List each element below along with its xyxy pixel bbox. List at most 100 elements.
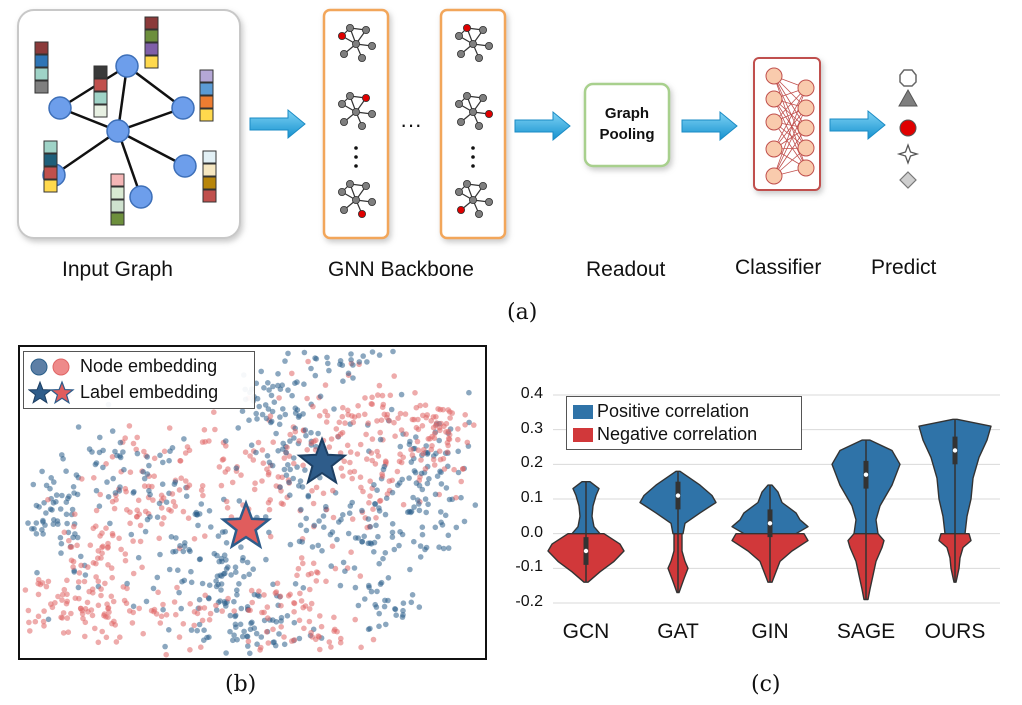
embedding-point: [61, 586, 68, 593]
embedding-point: [262, 402, 269, 408]
embedding-point: [206, 508, 213, 514]
embedding-point: [355, 403, 361, 409]
embedding-point: [406, 475, 412, 481]
classifier: [753, 57, 821, 191]
embedding-point: [316, 518, 322, 524]
embedding-point: [37, 581, 44, 588]
embedding-point: [48, 475, 54, 481]
embedding-point: [345, 530, 352, 537]
embedding-point: [365, 626, 372, 633]
embedding-point: [178, 605, 184, 612]
embedding-point: [244, 559, 251, 566]
embedding-point: [78, 553, 84, 560]
embedding-point: [266, 469, 272, 476]
embedding-point: [45, 578, 52, 585]
embedding-point: [276, 421, 283, 428]
embedding-point: [398, 391, 405, 398]
embedding-point: [389, 534, 396, 540]
classifier-edge: [773, 87, 807, 150]
embedding-point: [199, 617, 206, 624]
embedding-point: [174, 584, 180, 591]
embedding-point: [93, 523, 99, 529]
feature-cell: [144, 55, 159, 69]
embedding-point: [397, 410, 404, 417]
embedding-point: [156, 535, 162, 542]
embedding-point: [274, 580, 281, 587]
embedding-point: [302, 467, 308, 473]
embedding-point: [377, 429, 384, 436]
embedding-point: [355, 602, 362, 609]
embedding-point: [389, 521, 396, 527]
embedding-point: [370, 506, 376, 512]
embedding-point: [326, 639, 333, 645]
embedding-point: [387, 392, 394, 399]
embedding-point: [458, 494, 464, 501]
embedding-point: [166, 506, 172, 513]
embedding-point: [280, 440, 287, 447]
embedding-point: [260, 460, 267, 467]
feature-cell: [93, 78, 108, 92]
embedding-point: [109, 454, 116, 460]
embedding-point: [237, 621, 244, 628]
embedding-point: [291, 619, 298, 626]
embedding-point: [299, 539, 306, 545]
embedding-point: [87, 542, 94, 548]
embedding-point: [39, 468, 45, 475]
embedding-point: [351, 468, 358, 475]
embedding-point: [101, 612, 107, 619]
embedding-point: [419, 486, 426, 493]
embedding-point: [112, 448, 118, 455]
embedding-point: [160, 601, 166, 608]
feature-cell: [110, 199, 125, 213]
embedding-point: [163, 651, 169, 658]
embedding-point: [292, 581, 299, 587]
embedding-point: [287, 591, 293, 598]
embedding-point: [117, 484, 123, 490]
embedding-point: [49, 604, 56, 611]
embedding-point: [348, 351, 354, 357]
embedding-point: [76, 570, 83, 576]
embedding-point: [261, 592, 267, 598]
embedding-point: [231, 632, 237, 638]
embedding-point: [379, 471, 385, 477]
embedding-point: [298, 506, 304, 513]
embedding-point: [351, 565, 358, 571]
mini-node: [351, 195, 360, 204]
embedding-point: [338, 635, 344, 642]
mini-node: [484, 42, 493, 51]
embedding-point: [70, 558, 77, 565]
embedding-point: [434, 473, 441, 480]
embedding-point: [40, 618, 47, 625]
embedding-point: [432, 422, 439, 429]
embedding-point: [157, 620, 164, 626]
embedding-point: [251, 625, 258, 631]
embedding-point: [45, 616, 52, 623]
embedding-point: [398, 427, 405, 433]
mini-node: [339, 118, 348, 127]
embedding-point: [367, 524, 374, 530]
embedding-point: [168, 534, 175, 540]
embedding-point: [176, 589, 182, 596]
embedding-point: [241, 573, 247, 580]
embedding-point: [348, 549, 354, 555]
embedding-point: [302, 603, 309, 609]
embedding-point: [340, 559, 347, 566]
embedding-point: [406, 441, 413, 448]
embedding-point: [129, 620, 136, 626]
mini-node: [456, 50, 465, 59]
embedding-point: [231, 608, 237, 614]
embedding-point: [64, 591, 70, 598]
vertical-dots: [354, 146, 475, 168]
embedding-point: [187, 601, 193, 607]
embedding-point: [419, 423, 426, 429]
embedding-point: [326, 444, 333, 450]
embedding-point: [357, 573, 364, 579]
embedding-point: [379, 404, 386, 411]
classifier-neuron: [765, 113, 783, 131]
mini-node: [456, 118, 465, 127]
embedding-point: [409, 592, 416, 598]
embedding-point: [447, 415, 453, 421]
embedding-point: [273, 430, 279, 437]
embedding-point: [273, 589, 280, 595]
embedding-point: [367, 540, 374, 546]
